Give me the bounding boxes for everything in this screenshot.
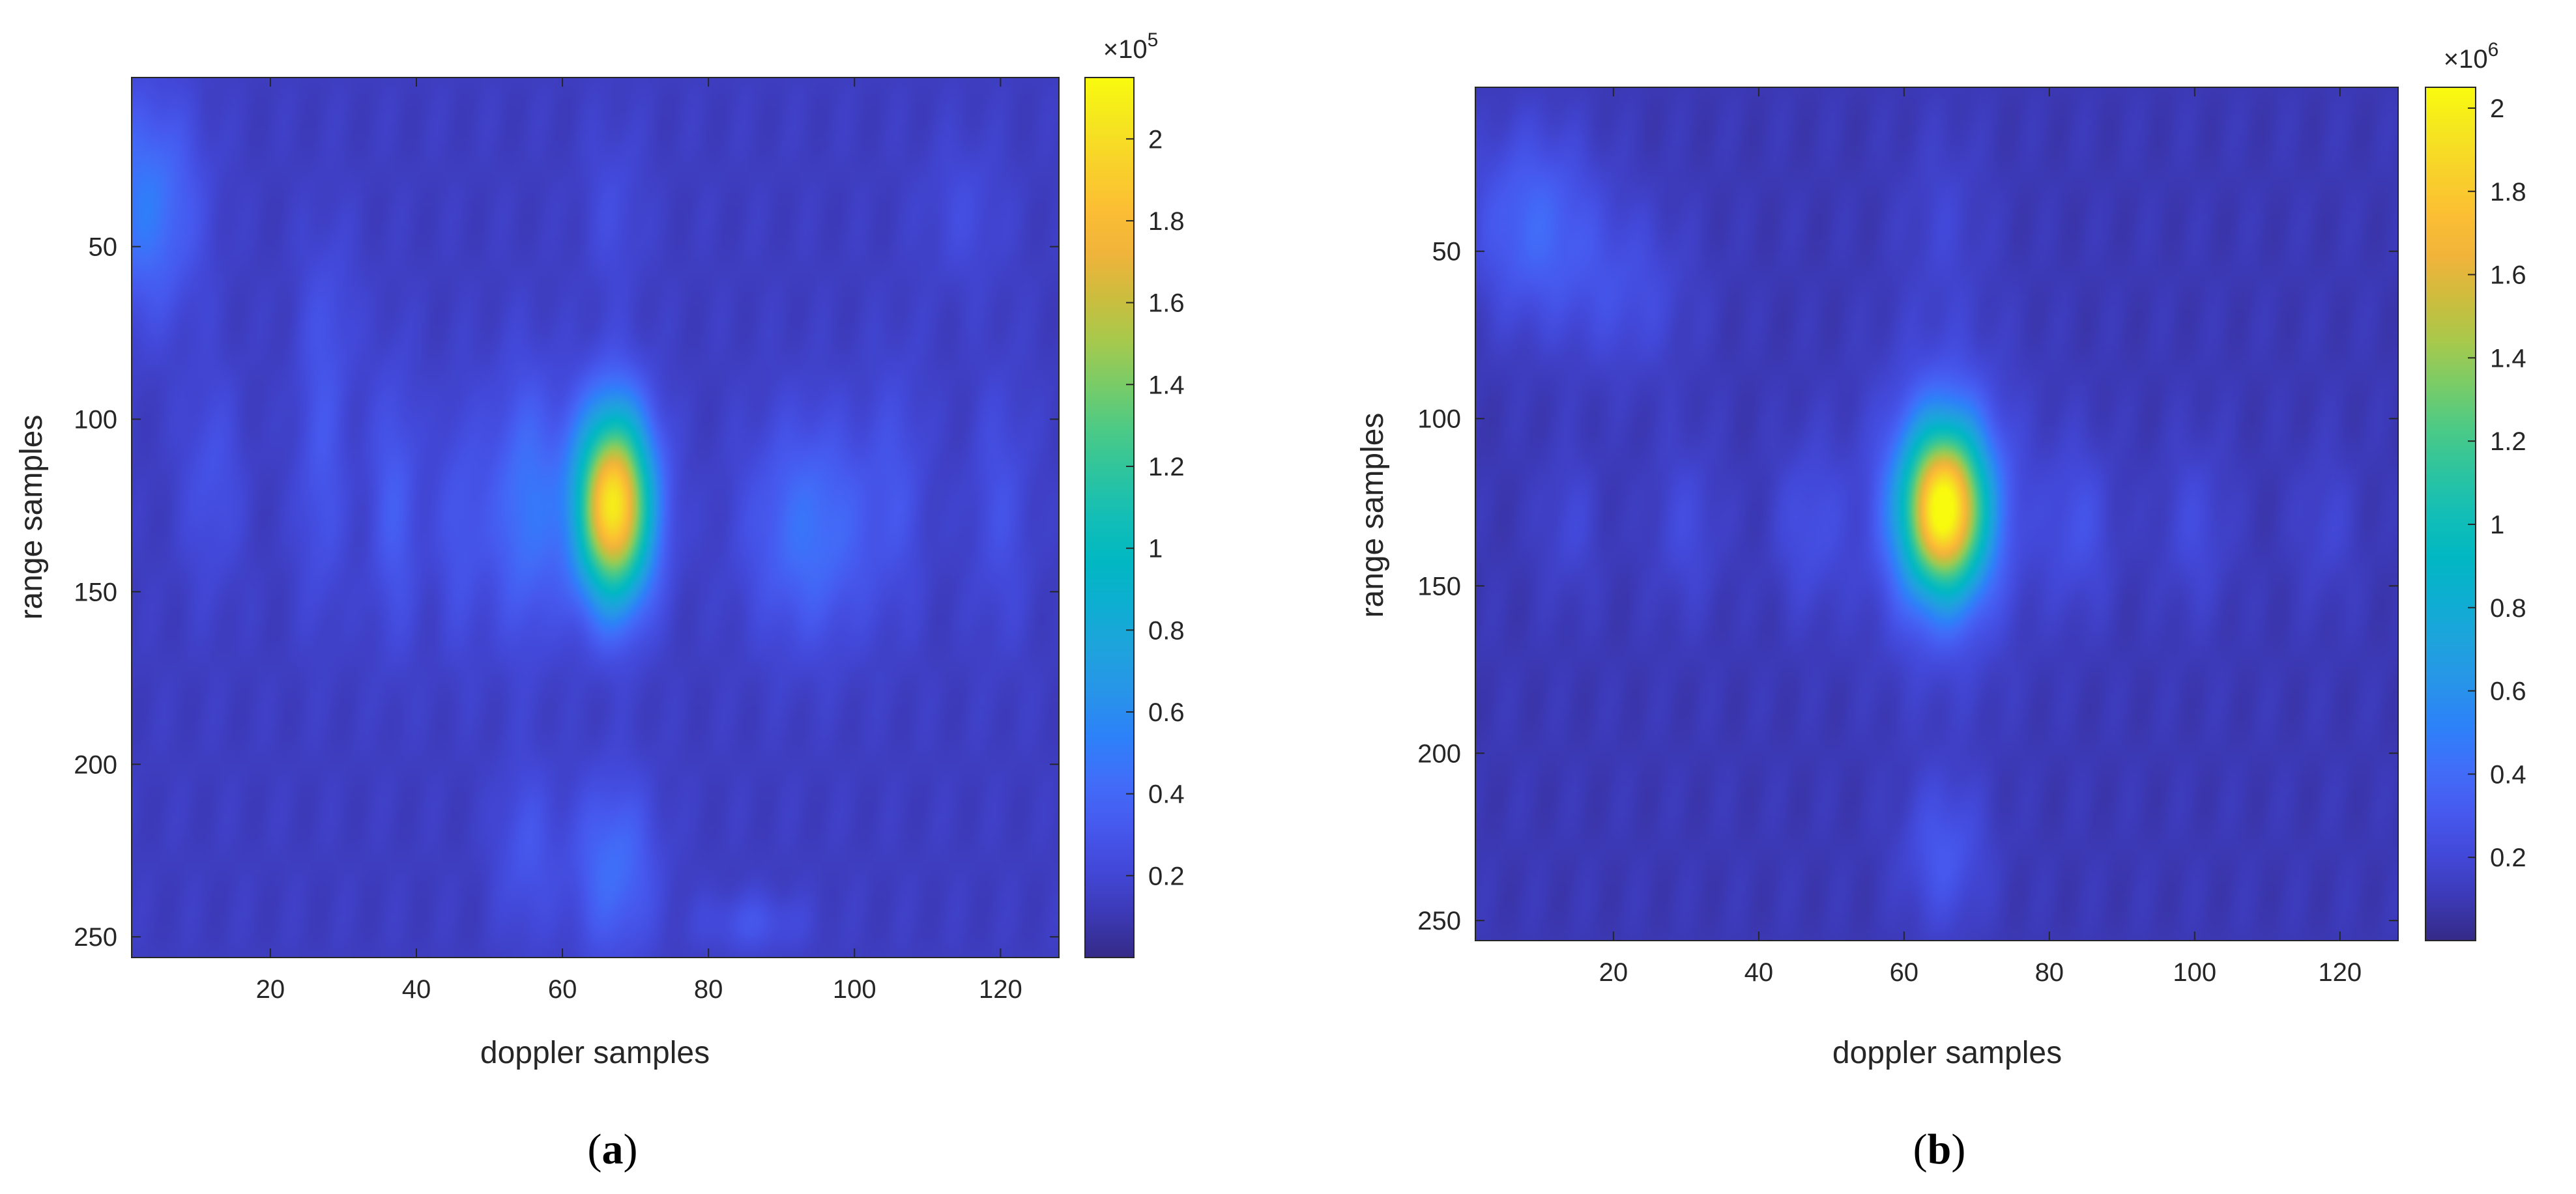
colorbar-tick-label: 1.2 [2490,427,2526,456]
x-axis-label: doppler samples [1832,1036,2062,1070]
colorbar-tick-label: 0.8 [2490,594,2526,623]
colorbar-tick-label: 0.4 [1148,780,1185,809]
y-tick-label: 200 [74,750,117,779]
plot-frame [1475,87,2399,941]
x-tick-label: 120 [2318,958,2362,987]
panel-caption: (a) [588,1126,638,1173]
heatmap-image [132,78,1059,958]
colorbar [2425,87,2476,941]
colorbar-tick-label: 1.2 [1148,453,1185,481]
y-tick-label: 100 [74,406,117,434]
colorbar-tick-label: 1.6 [2490,261,2526,290]
x-tick-label: 60 [1890,958,1919,987]
colorbar-tick-label: 0.8 [1148,616,1185,645]
colorbar-tick-label: 0.4 [2490,760,2526,789]
colorbar-tick-label: 1.4 [2490,344,2526,373]
panel-b: 20 40 60 80 100 120 50 100 150 200 250 doppler samp… [1355,39,2526,1173]
colorbar-tick-label: 0.2 [2490,844,2526,872]
y-tick-label: 150 [74,578,117,606]
y-tick-label: 50 [1432,238,1462,266]
colorbar-multiplier: ×105 [1103,29,1159,64]
x-tick-label: 120 [979,975,1022,1004]
plot-frame [131,77,1060,958]
x-tick-label: 40 [402,975,431,1004]
y-axis-label: range samples [14,415,49,620]
colorbar-tick-label: 1.4 [1148,371,1185,399]
colorbar-tick-label: 1 [1148,535,1163,563]
y-axis-label: range samples [1355,413,1390,618]
y-tick-label: 200 [1417,739,1461,768]
y-tick-label: 250 [1417,907,1461,935]
y-tick-label: 150 [1417,572,1461,601]
x-tick-label: 100 [833,975,876,1004]
y-tick-label: 50 [89,233,118,262]
colorbar-tick-label: 1.8 [2490,178,2526,206]
colorbar-tick-label: 1 [2490,511,2504,539]
panel-caption: (b) [1913,1126,1966,1173]
heatmap-image [1475,87,2398,941]
colorbar-tick-label: 0.6 [2490,677,2526,706]
x-axis-label: doppler samples [480,1036,710,1070]
x-tick-label: 20 [256,975,285,1004]
x-tick-label: 40 [1744,958,1774,987]
x-tick-label: 20 [1599,958,1628,987]
colorbar-tick-label: 0.6 [1148,698,1185,727]
colorbar-tick-label: 2 [1148,125,1163,154]
y-tick-label: 100 [1417,405,1461,434]
x-tick-label: 80 [694,975,723,1004]
panel-a: 20 40 60 80 100 120 50 100 150 200 250 doppler samp… [14,29,1185,1173]
colorbar-tick-label: 0.2 [1148,862,1185,890]
colorbar-tick-label: 1.8 [1148,207,1185,236]
colorbar-tick-label: 2 [2490,94,2504,123]
colorbar [1084,77,1135,958]
colorbar-tick-label: 1.6 [1148,289,1185,318]
x-tick-label: 80 [2035,958,2064,987]
y-tick-label: 250 [74,923,117,952]
x-tick-label: 100 [2173,958,2216,987]
x-tick-label: 60 [548,975,577,1004]
colorbar-multiplier: ×106 [2444,39,2499,74]
